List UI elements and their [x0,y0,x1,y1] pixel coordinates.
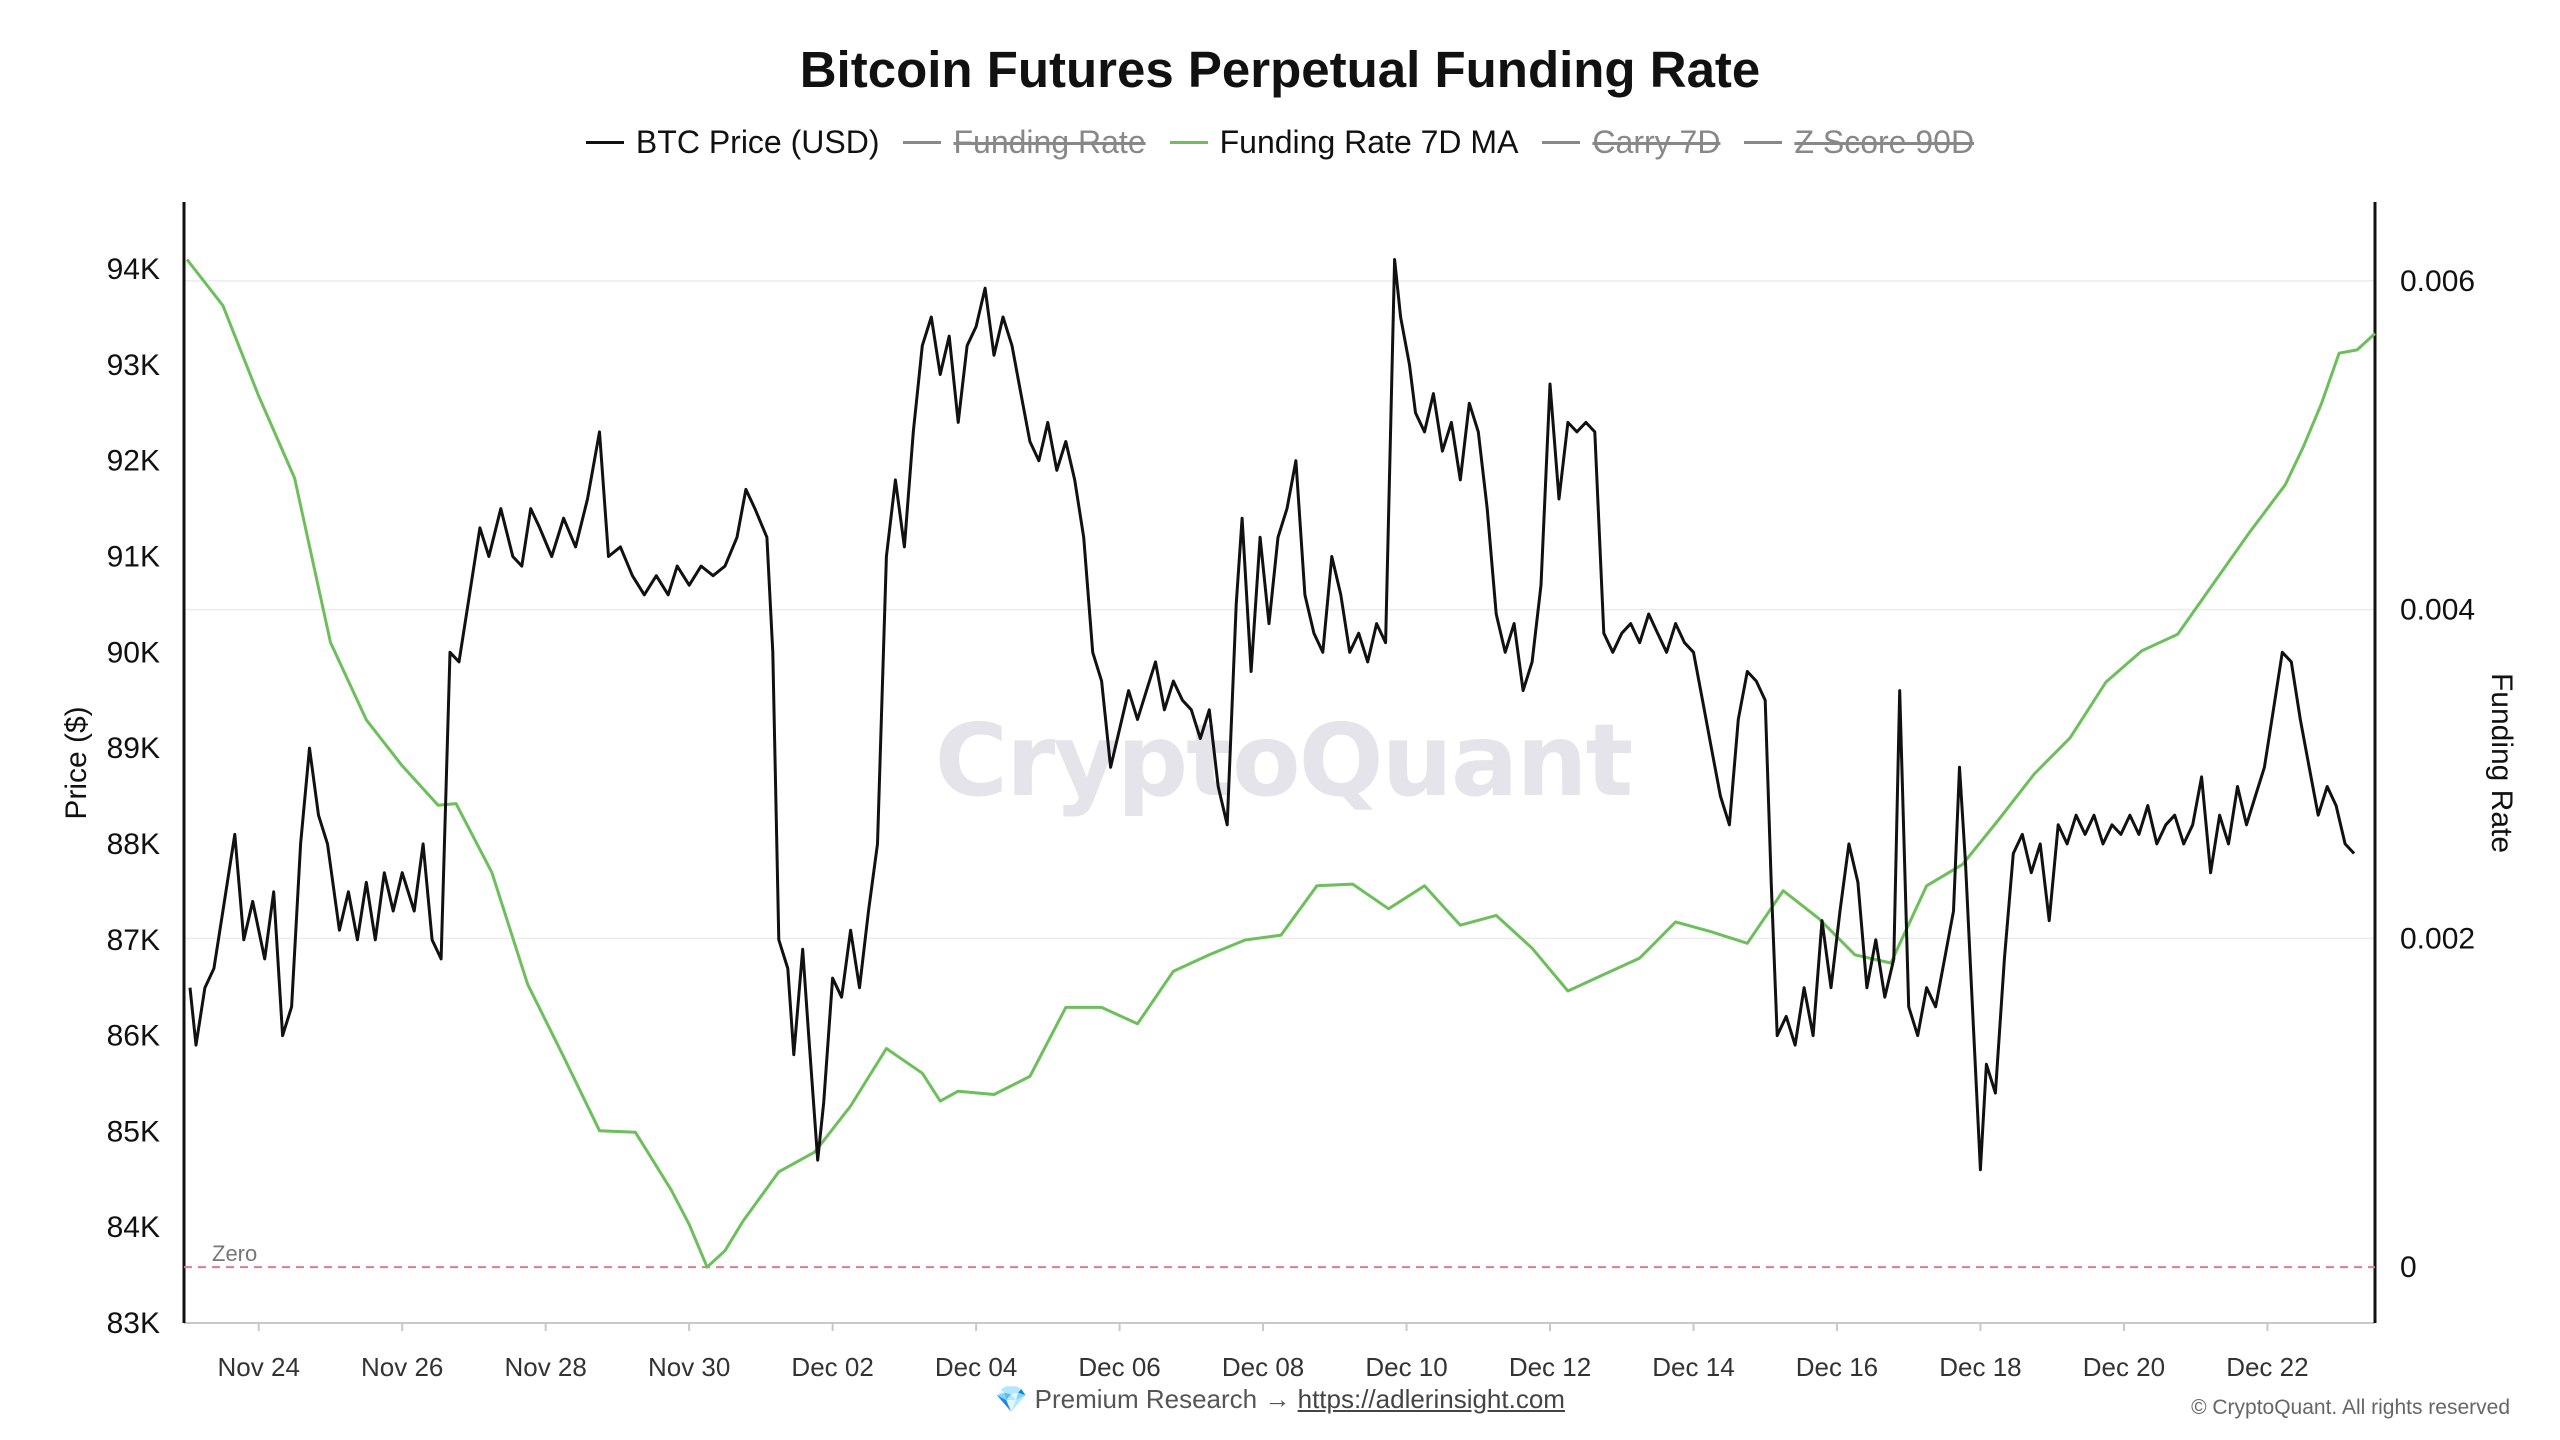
btc-price-line [188,258,2356,1172]
x-tick-label: Dec 10 [1365,1352,1447,1382]
footer-link[interactable]: https://adlerinsight.com [1297,1384,1565,1414]
x-tick-label: Nov 28 [504,1352,586,1382]
y2-tick-label: 0.004 [2400,594,2475,627]
legend-swatch [1542,141,1581,144]
legend-swatch [1169,141,1208,144]
x-axis-ticks: Nov 24 Nov 26 Nov 28 Nov 30 Dec 02 Dec 04 Dec … [218,1323,2309,1382]
y2-tick-label: 0.006 [2400,265,2475,298]
y-tick-label: 84K [107,1211,160,1244]
y-tick-label: 90K [107,636,160,669]
legend-item[interactable]: Carry 7D [1542,124,1720,161]
y-tick-label: 92K [107,445,160,478]
legend-item[interactable]: Funding Rate 7D MA [1169,124,1519,161]
x-tick-label: Dec 08 [1222,1352,1304,1382]
legend-label: Funding Rate [953,124,1146,160]
x-tick-label: Dec 04 [935,1352,1017,1382]
legend-label: Funding Rate 7D MA [1219,124,1519,160]
y-axis-label: Price ($) [60,706,93,819]
x-tick-label: Dec 20 [2083,1352,2165,1382]
legend-label: Z Score 90D [1794,124,1975,160]
x-tick-label: Dec 14 [1652,1352,1734,1382]
x-tick-label: Dec 16 [1796,1352,1878,1382]
footer-prefix: 💎 Premium Research → [995,1384,1291,1414]
chart-title: Bitcoin Futures Perpetual Funding Rate [799,41,1761,98]
y-tick-label: 87K [107,924,160,957]
legend-item[interactable]: Z Score 90D [1744,124,1974,161]
x-tick-label: Dec 02 [791,1352,873,1382]
y2-tick-label: 0.002 [2400,922,2475,955]
x-tick-label: Dec 12 [1509,1352,1591,1382]
legend-label: BTC Price (USD) [635,124,880,160]
y-tick-label: 88K [107,828,160,861]
legend-item[interactable]: Funding Rate [903,124,1146,161]
y-tick-label: 93K [107,349,160,382]
footer-premium: 💎 Premium Research → https://adlerinsigh… [0,1384,2560,1415]
x-tick-label: Nov 26 [361,1352,443,1382]
watermark: CryptoQuant [935,702,1632,819]
zero-reference-label: Zero [212,1241,257,1266]
legend-label: Carry 7D [1592,124,1721,160]
x-tick-label: Nov 30 [648,1352,730,1382]
x-tick-label: Dec 06 [1078,1352,1160,1382]
legend-swatch [1744,141,1783,144]
y2-axis-label: Funding Rate [2485,673,2518,853]
y-tick-label: 89K [107,732,160,765]
chart-legend: BTC Price (USD) Funding Rate Funding Rate … [0,124,2560,161]
y-axis-ticks: 83K 84K 85K 86K 87K 88K 89K 90K 91K 92K 93K 94K [107,253,160,1340]
y-tick-label: 94K [107,253,160,286]
legend-item[interactable]: BTC Price (USD) [585,124,880,161]
legend-swatch [585,141,624,144]
y-tick-label: 91K [107,541,160,574]
funding-rate-7d-ma-line [185,258,2377,1269]
copyright-text: © CryptoQuant. All rights reserved [2191,1396,2510,1419]
y-tick-label: 83K [107,1307,160,1340]
y2-axis-ticks: 0 0.002 0.004 0.006 [2400,265,2475,1284]
x-tick-label: Dec 18 [1939,1352,2021,1382]
y2-tick-label: 0 [2400,1251,2417,1284]
legend-swatch [903,141,942,144]
x-tick-label: Dec 22 [2226,1352,2308,1382]
series-layer [185,258,2377,1269]
gridlines [184,280,2375,940]
y-tick-label: 85K [107,1115,160,1148]
y-tick-label: 86K [107,1020,160,1053]
x-tick-label: Nov 24 [218,1352,300,1382]
